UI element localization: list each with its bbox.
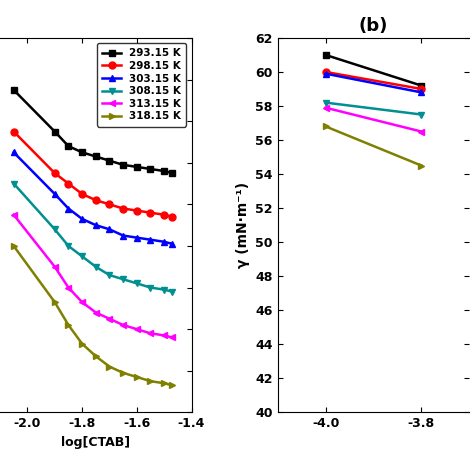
303.15 K (107, 227, 112, 232)
308.15 K (147, 285, 153, 291)
303.15 K (170, 241, 175, 246)
318.15 K (147, 378, 153, 384)
293.15 K (147, 166, 153, 172)
Line: 293.15 K: 293.15 K (10, 86, 176, 177)
313.15 K (419, 128, 424, 135)
303.15 K (120, 233, 126, 238)
Line: 318.15 K: 318.15 K (10, 243, 176, 389)
303.15 K (93, 222, 99, 228)
Line: 313.15 K: 313.15 K (10, 211, 176, 341)
308.15 K (323, 100, 328, 105)
318.15 K (161, 381, 167, 386)
293.15 K (52, 128, 57, 135)
293.15 K (107, 158, 112, 164)
Line: 313.15 K: 313.15 K (322, 104, 425, 135)
303.15 K (419, 90, 424, 95)
313.15 K (107, 316, 112, 321)
318.15 K (65, 322, 71, 328)
298.15 K (93, 197, 99, 203)
313.15 K (323, 105, 328, 110)
Line: 308.15 K: 308.15 K (10, 180, 176, 295)
298.15 K (120, 206, 126, 211)
308.15 K (11, 181, 17, 186)
293.15 K (419, 83, 424, 89)
293.15 K (170, 170, 175, 176)
308.15 K (120, 276, 126, 282)
298.15 K (323, 69, 328, 75)
313.15 K (120, 322, 126, 328)
293.15 K (65, 143, 71, 149)
313.15 K (170, 335, 175, 340)
298.15 K (107, 201, 112, 207)
313.15 K (11, 212, 17, 218)
293.15 K (93, 154, 99, 159)
313.15 K (161, 333, 167, 338)
298.15 K (147, 210, 153, 216)
313.15 K (52, 264, 57, 270)
293.15 K (161, 168, 167, 174)
318.15 K (107, 364, 112, 369)
303.15 K (161, 239, 167, 245)
308.15 K (65, 243, 71, 249)
308.15 K (93, 264, 99, 270)
318.15 K (323, 124, 328, 129)
Y-axis label: γ (mN·m⁻¹): γ (mN·m⁻¹) (236, 182, 250, 268)
298.15 K (11, 128, 17, 135)
318.15 K (52, 299, 57, 305)
318.15 K (93, 353, 99, 359)
318.15 K (170, 383, 175, 388)
308.15 K (134, 281, 140, 286)
313.15 K (79, 299, 85, 305)
Line: 293.15 K: 293.15 K (322, 52, 425, 89)
318.15 K (11, 243, 17, 249)
303.15 K (65, 206, 71, 211)
308.15 K (419, 112, 424, 118)
308.15 K (52, 227, 57, 232)
293.15 K (79, 149, 85, 155)
303.15 K (11, 149, 17, 155)
Line: 318.15 K: 318.15 K (322, 123, 425, 169)
Line: 298.15 K: 298.15 K (322, 68, 425, 92)
318.15 K (419, 163, 424, 168)
313.15 K (65, 285, 71, 291)
298.15 K (419, 86, 424, 92)
Line: 303.15 K: 303.15 K (322, 70, 425, 96)
313.15 K (147, 330, 153, 336)
293.15 K (323, 52, 328, 58)
313.15 K (93, 310, 99, 315)
303.15 K (323, 71, 328, 76)
308.15 K (107, 272, 112, 278)
303.15 K (134, 235, 140, 240)
298.15 K (65, 181, 71, 186)
Legend: 293.15 K, 298.15 K, 303.15 K, 308.15 K, 313.15 K, 318.15 K: 293.15 K, 298.15 K, 303.15 K, 308.15 K, … (97, 43, 186, 127)
318.15 K (134, 374, 140, 380)
308.15 K (79, 254, 85, 259)
X-axis label: log[CTAB]: log[CTAB] (61, 436, 130, 449)
303.15 K (52, 191, 57, 197)
298.15 K (79, 191, 85, 197)
Title: (b): (b) (359, 17, 388, 35)
303.15 K (79, 216, 85, 222)
293.15 K (134, 164, 140, 170)
308.15 K (170, 289, 175, 294)
Line: 303.15 K: 303.15 K (10, 149, 176, 247)
293.15 K (120, 162, 126, 168)
318.15 K (120, 370, 126, 376)
298.15 K (134, 208, 140, 213)
Line: 308.15 K: 308.15 K (322, 99, 425, 118)
303.15 K (147, 237, 153, 243)
318.15 K (79, 341, 85, 346)
298.15 K (170, 214, 175, 219)
298.15 K (52, 170, 57, 176)
298.15 K (161, 212, 167, 218)
313.15 K (134, 326, 140, 332)
308.15 K (161, 287, 167, 292)
293.15 K (11, 87, 17, 93)
Line: 298.15 K: 298.15 K (10, 128, 176, 220)
